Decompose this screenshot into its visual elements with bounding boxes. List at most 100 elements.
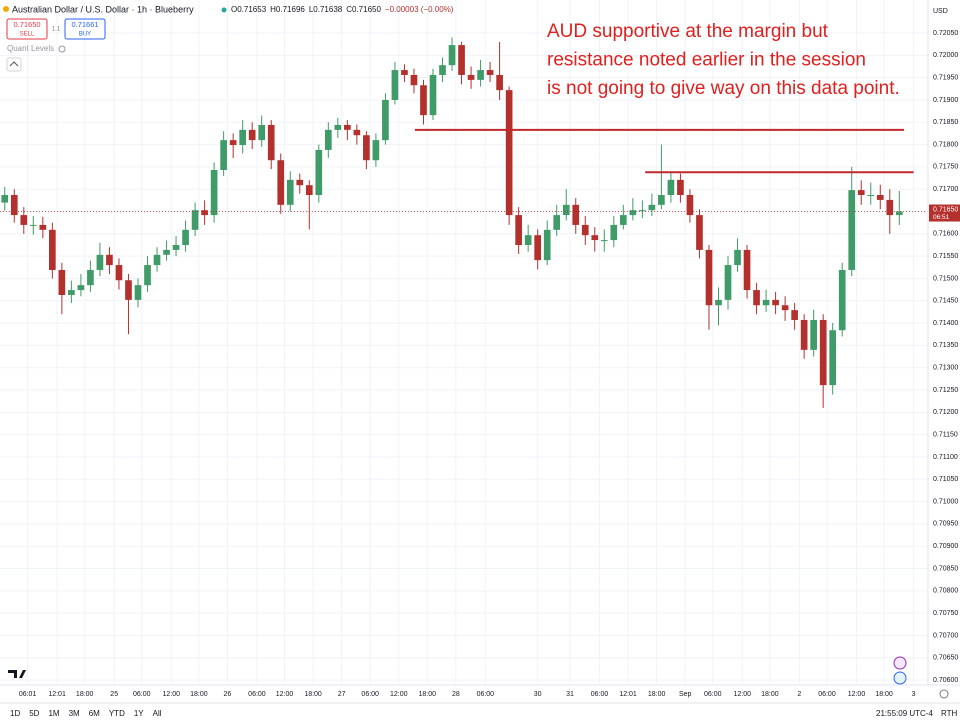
candle-body <box>838 269 846 331</box>
y-tick-label: 0.71800 <box>933 141 958 148</box>
x-tick-label: 31 <box>566 691 574 698</box>
range-button[interactable]: 6M <box>89 709 100 718</box>
candle-body <box>610 224 618 241</box>
candle-body <box>248 129 256 141</box>
x-tick-label: 06:00 <box>248 691 266 698</box>
y-tick-label: 0.71350 <box>933 342 958 349</box>
flash-icon[interactable] <box>893 656 907 670</box>
x-tick-label: 30 <box>534 691 542 698</box>
candle-body <box>477 70 484 80</box>
candle-body <box>39 224 47 230</box>
y-tick-label: 0.71000 <box>933 498 958 505</box>
spread: 1.1 <box>52 27 61 33</box>
x-tick-label: 18:00 <box>419 691 437 698</box>
symbol-icon <box>3 6 9 12</box>
candle-body <box>353 129 361 136</box>
candle-body <box>315 149 323 196</box>
candle-body <box>895 211 903 216</box>
x-tick-label: 06:00 <box>591 691 609 698</box>
candle-body <box>696 215 703 250</box>
market-status <box>221 7 227 13</box>
y-tick-label: 0.71900 <box>933 97 958 104</box>
candle-body <box>562 204 570 216</box>
tv-logo <box>8 670 26 678</box>
quote-value: −0.00003 (−0.00%) <box>385 5 454 14</box>
candle-body <box>753 290 760 306</box>
candle-body <box>172 244 180 250</box>
x-tick-label: 18:00 <box>76 691 94 698</box>
candle-body <box>1 195 9 203</box>
x-tick-label: 06:00 <box>818 691 836 698</box>
x-tick-label: 12:00 <box>390 691 408 698</box>
candle-body <box>267 124 275 161</box>
candle-body <box>600 240 608 242</box>
candle-body <box>686 195 694 216</box>
y-tick-label: 0.71550 <box>933 253 958 260</box>
x-tick-label: 18:00 <box>761 691 779 698</box>
y-tick-label: 0.71050 <box>933 476 958 483</box>
range-button[interactable]: 5D <box>29 709 39 718</box>
candle-body <box>876 195 884 200</box>
y-tick-label: 0.71450 <box>933 298 958 305</box>
range-button[interactable]: 1M <box>48 709 59 718</box>
candle-body <box>20 215 28 225</box>
candle-body <box>58 269 66 295</box>
range-button[interactable]: 3M <box>69 709 80 718</box>
candle-body <box>819 319 827 386</box>
sell-button[interactable] <box>6 18 48 40</box>
candle-body <box>106 254 113 266</box>
annotation-line: AUD supportive at the margin but <box>547 21 829 42</box>
candle-body <box>334 124 342 130</box>
annotation-line: is not going to give way on this data po… <box>547 78 900 99</box>
candle-body <box>543 229 551 261</box>
x-tick-label: 12:00 <box>276 691 294 698</box>
range-button[interactable]: 1Y <box>134 709 144 718</box>
candle-body <box>829 330 837 386</box>
candle-body <box>239 129 247 146</box>
candle-body <box>867 195 875 197</box>
candle-body <box>619 215 627 225</box>
quote-value: C0.71650 <box>346 5 381 14</box>
y-tick-label: 0.72050 <box>933 30 958 37</box>
candle-body <box>467 74 475 80</box>
events-icon[interactable] <box>893 671 907 685</box>
y-tick-label: 0.71700 <box>933 186 958 193</box>
candle-body <box>29 224 37 226</box>
candle-body <box>524 235 532 245</box>
candle-body <box>210 170 218 216</box>
y-tick-label: 0.71200 <box>933 409 958 416</box>
x-tick-label: 12:00 <box>163 691 181 698</box>
quote-value: L0.71638 <box>309 5 343 14</box>
range-button[interactable]: YTD <box>109 709 125 718</box>
candle-body <box>724 265 732 300</box>
candle-body <box>401 70 408 75</box>
y-tick-label: 0.71150 <box>933 431 958 438</box>
y-tick-label: 0.71300 <box>933 365 958 372</box>
y-tick-label: 0.70650 <box>933 655 958 662</box>
candle-body <box>715 299 722 306</box>
candle-body <box>448 45 456 66</box>
candle-body <box>705 249 713 306</box>
candle-body <box>372 140 380 161</box>
candle-body <box>134 285 142 300</box>
candle-body <box>96 254 104 270</box>
y-tick-label: 0.71750 <box>933 164 958 171</box>
range-button[interactable]: 1D <box>10 709 20 718</box>
buy-button[interactable] <box>64 18 106 40</box>
candle-body <box>125 280 132 300</box>
range-button[interactable]: All <box>153 709 162 718</box>
x-tick-label: 06:00 <box>477 691 495 698</box>
candle-body <box>382 99 389 141</box>
y-tick-label: 0.70800 <box>933 588 958 595</box>
candle-body <box>363 135 370 161</box>
toolbar[interactable]: 1D 5D 1M 3M 6M YTD 1Y All <box>10 709 162 718</box>
y-tick-label: 0.71400 <box>933 320 958 327</box>
settings-icon[interactable] <box>939 689 949 699</box>
annotation-line: resistance noted earlier in the session <box>547 50 866 71</box>
indicator-visibility[interactable] <box>58 45 66 53</box>
candle-body <box>553 215 561 230</box>
collapse-button[interactable] <box>6 57 22 72</box>
candle-body <box>153 254 161 266</box>
candle-body <box>515 215 522 245</box>
